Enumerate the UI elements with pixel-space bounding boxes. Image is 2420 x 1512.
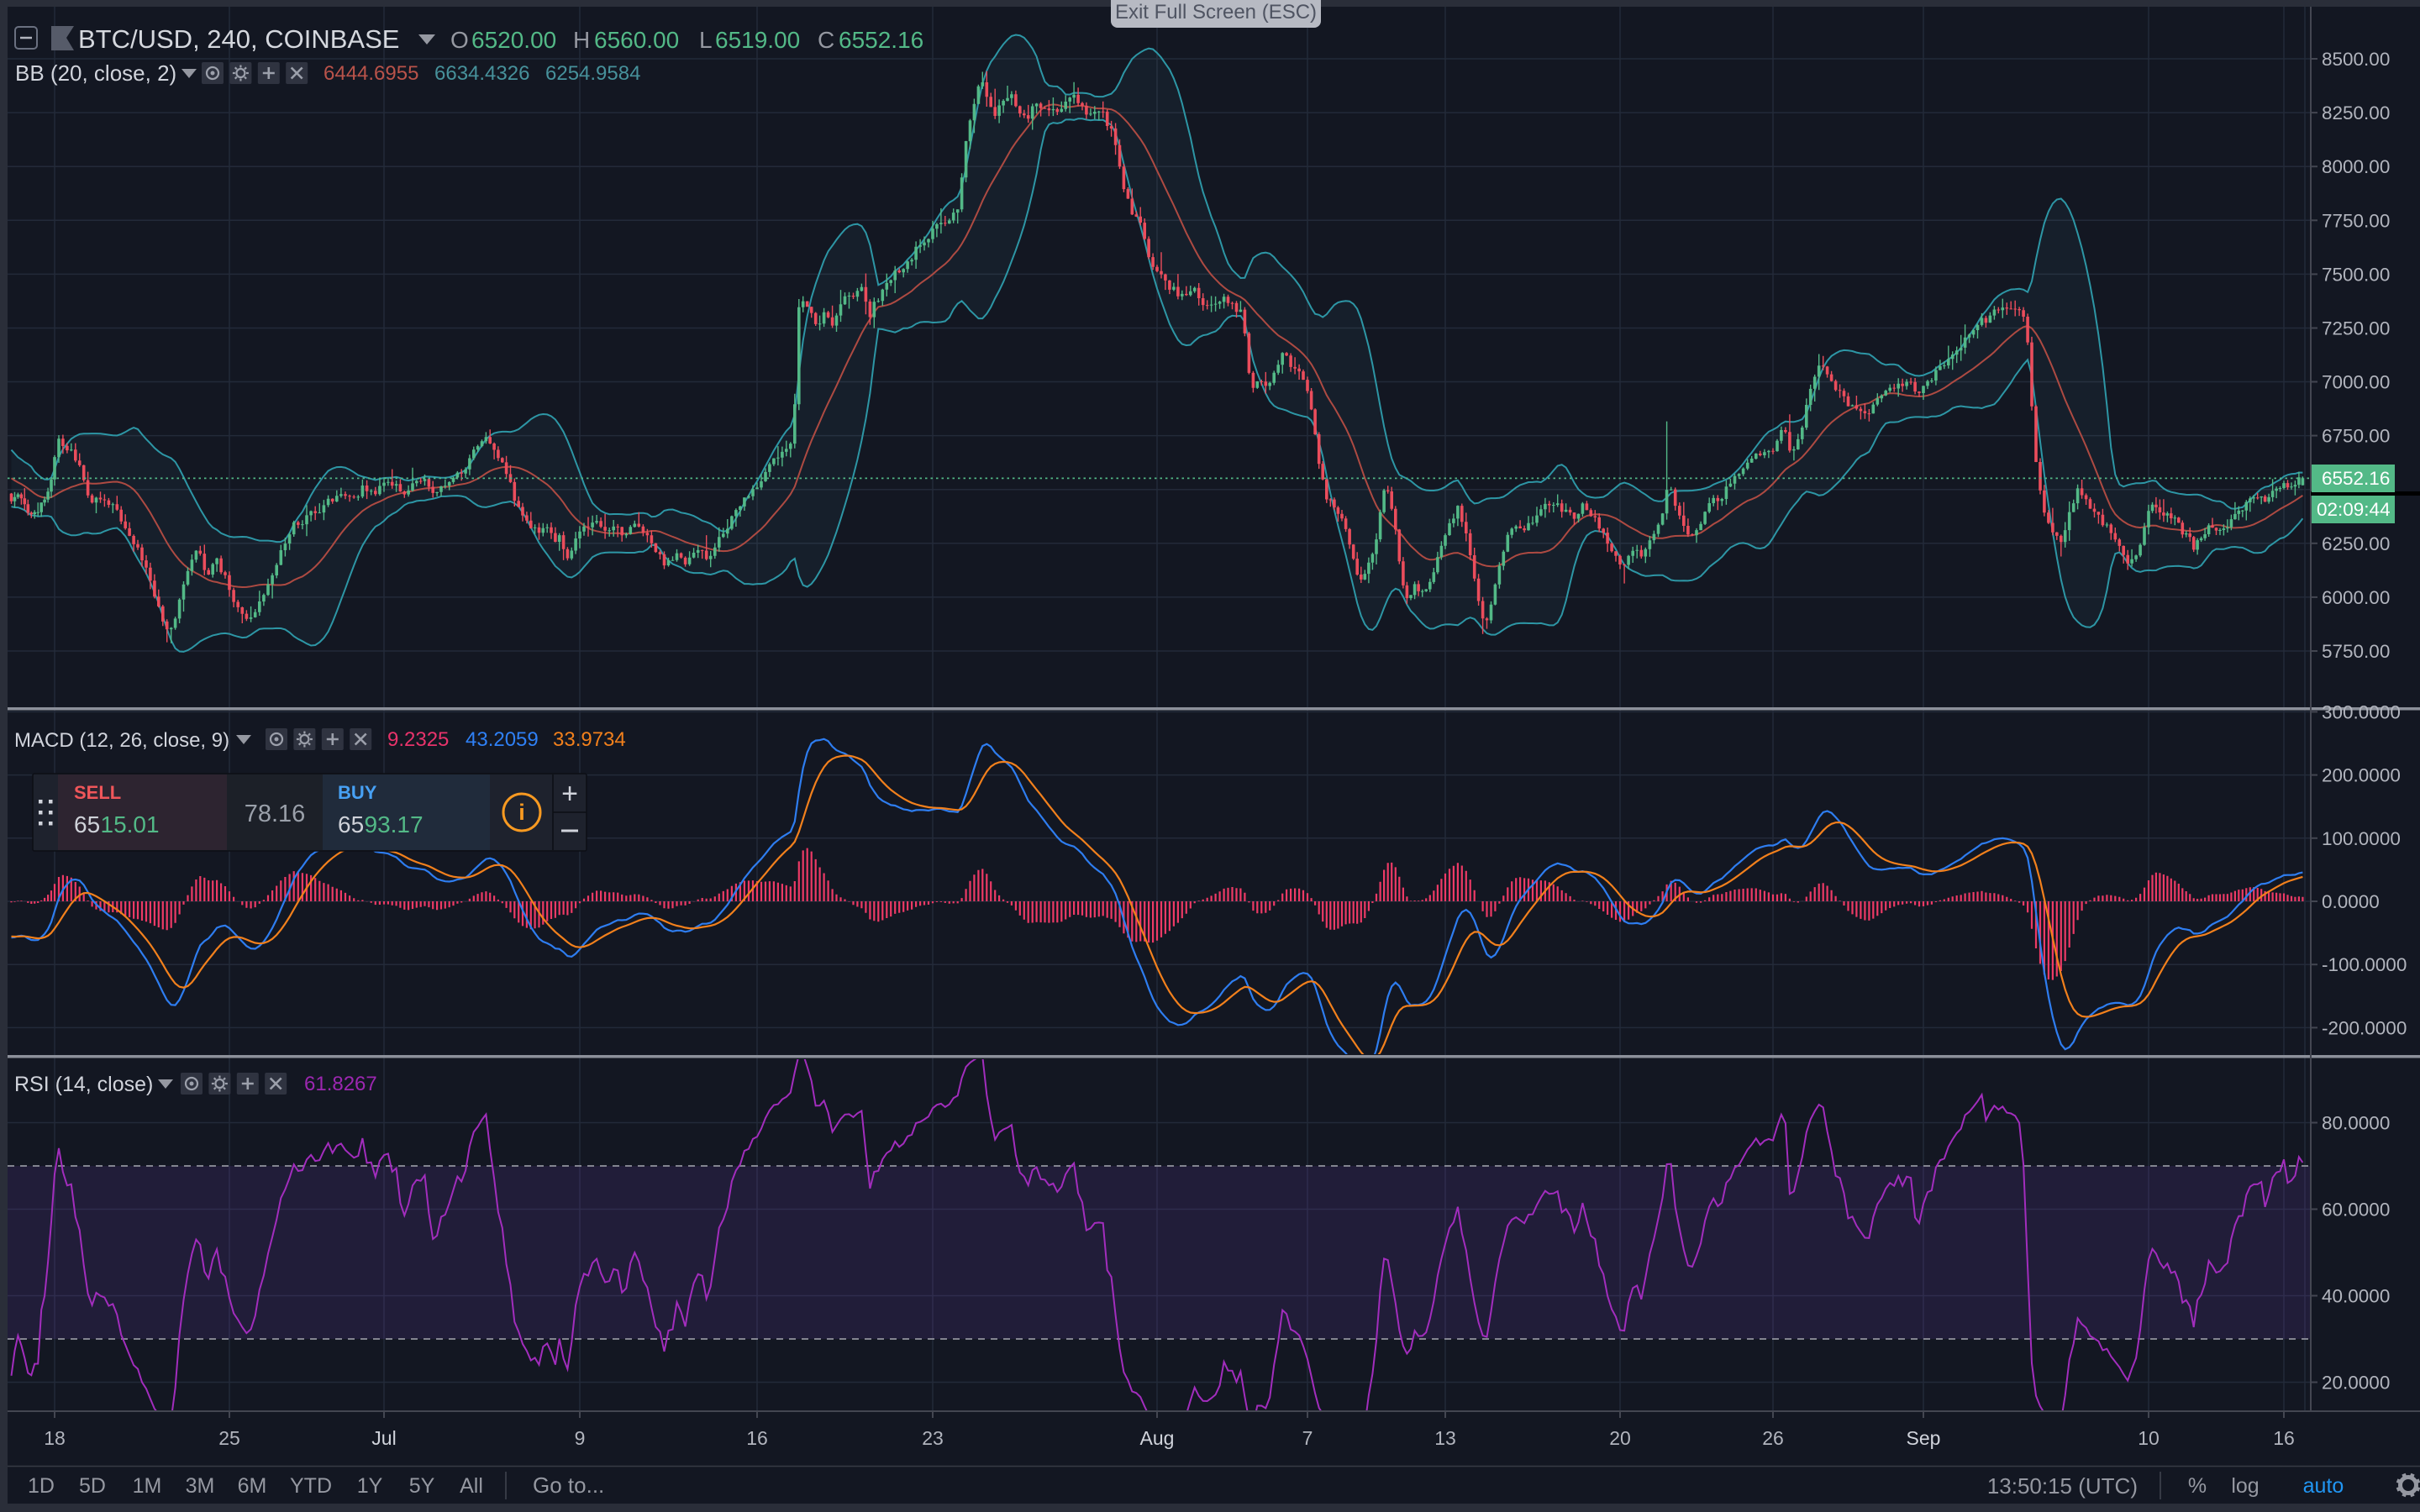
svg-text:13:50:15 (UTC): 13:50:15 (UTC) [1987, 1473, 2138, 1499]
svg-text:6520.00: 6520.00 [471, 27, 556, 53]
svg-text:Exit Full Screen (ESC): Exit Full Screen (ESC) [1115, 1, 1317, 24]
svg-text:6444.6955: 6444.6955 [324, 62, 418, 85]
svg-text:0.0000: 0.0000 [2322, 891, 2380, 912]
svg-text:L: L [699, 27, 713, 53]
svg-text:61.8267: 61.8267 [304, 1073, 377, 1095]
svg-text:18: 18 [44, 1427, 66, 1449]
svg-text:H: H [573, 27, 590, 53]
svg-text:Aug: Aug [1140, 1427, 1175, 1449]
svg-text:15.01: 15.01 [101, 811, 160, 837]
svg-text:65: 65 [74, 811, 100, 837]
svg-text:O: O [450, 27, 469, 53]
svg-text:65: 65 [338, 811, 364, 837]
svg-text:C: C [818, 27, 834, 53]
svg-text:MACD (12, 26, close, 9): MACD (12, 26, close, 9) [14, 729, 229, 752]
svg-text:78.16: 78.16 [245, 801, 306, 827]
svg-text:1Y: 1Y [357, 1474, 383, 1498]
svg-text:80.0000: 80.0000 [2322, 1113, 2390, 1134]
svg-text:6M: 6M [238, 1474, 267, 1498]
svg-text:All: All [460, 1474, 483, 1498]
svg-text:Go to...: Go to... [533, 1473, 604, 1498]
svg-text:100.0000: 100.0000 [2322, 828, 2401, 849]
svg-text:20: 20 [1609, 1427, 1631, 1449]
svg-text:BB (20, close, 2): BB (20, close, 2) [15, 60, 176, 86]
svg-text:7500.00: 7500.00 [2322, 264, 2390, 285]
svg-text:60.0000: 60.0000 [2322, 1200, 2390, 1221]
svg-text:6634.4326: 6634.4326 [434, 62, 529, 85]
svg-text:-200.0000: -200.0000 [2322, 1017, 2407, 1038]
svg-text:02:09:44: 02:09:44 [2317, 499, 2391, 520]
svg-text:7: 7 [1302, 1427, 1313, 1449]
svg-text:Jul: Jul [371, 1427, 396, 1449]
svg-text:8000.00: 8000.00 [2322, 156, 2390, 177]
svg-text:6552.16: 6552.16 [839, 27, 923, 53]
svg-text:SELL: SELL [74, 782, 121, 803]
svg-text:7000.00: 7000.00 [2322, 372, 2390, 393]
svg-text:20.0000: 20.0000 [2322, 1373, 2390, 1394]
svg-text:BTC/USD, 240, COINBASE: BTC/USD, 240, COINBASE [78, 24, 399, 54]
svg-text:9: 9 [575, 1427, 586, 1449]
svg-text:1M: 1M [133, 1474, 162, 1498]
svg-text:300.0000: 300.0000 [2322, 701, 2401, 722]
svg-text:33.9734: 33.9734 [553, 728, 626, 751]
svg-text:7250.00: 7250.00 [2322, 318, 2390, 339]
svg-text:8250.00: 8250.00 [2322, 102, 2390, 123]
svg-text:8500.00: 8500.00 [2322, 49, 2390, 70]
svg-text:40.0000: 40.0000 [2322, 1286, 2390, 1307]
svg-text:10: 10 [2138, 1427, 2160, 1449]
svg-text:+: + [561, 778, 578, 810]
svg-text:7750.00: 7750.00 [2322, 210, 2390, 231]
svg-text:13: 13 [1434, 1427, 1456, 1449]
svg-text:93.17: 93.17 [365, 811, 424, 837]
svg-text:5Y: 5Y [409, 1474, 435, 1498]
svg-text:9.2325: 9.2325 [387, 728, 449, 751]
svg-text:YTD: YTD [290, 1474, 332, 1498]
svg-text:3M: 3M [186, 1474, 215, 1498]
svg-text:43.2059: 43.2059 [466, 728, 539, 751]
svg-text:16: 16 [746, 1427, 768, 1449]
svg-text:6750.00: 6750.00 [2322, 426, 2390, 447]
svg-text:Sep: Sep [1907, 1427, 1941, 1449]
svg-text:5750.00: 5750.00 [2322, 641, 2390, 662]
svg-text:6552.16: 6552.16 [2322, 468, 2390, 489]
svg-text:6000.00: 6000.00 [2322, 587, 2390, 608]
svg-text:i: i [518, 800, 525, 825]
svg-text:23: 23 [922, 1427, 944, 1449]
svg-text:5D: 5D [79, 1474, 106, 1498]
svg-text:6519.00: 6519.00 [715, 27, 800, 53]
svg-text:auto: auto [2303, 1474, 2344, 1498]
svg-text:-100.0000: -100.0000 [2322, 954, 2407, 975]
svg-text:26: 26 [1762, 1427, 1784, 1449]
svg-text:16: 16 [2273, 1427, 2295, 1449]
svg-text:6560.00: 6560.00 [594, 27, 679, 53]
svg-text:%: % [2188, 1474, 2207, 1498]
svg-text:BUY: BUY [338, 782, 377, 803]
svg-text:RSI (14, close): RSI (14, close) [14, 1073, 153, 1096]
svg-text:1D: 1D [28, 1474, 55, 1498]
svg-text:25: 25 [218, 1427, 240, 1449]
svg-text:6254.9584: 6254.9584 [545, 62, 640, 85]
svg-text:200.0000: 200.0000 [2322, 765, 2401, 786]
svg-text:6250.00: 6250.00 [2322, 533, 2390, 554]
svg-text:log: log [2231, 1474, 2259, 1498]
